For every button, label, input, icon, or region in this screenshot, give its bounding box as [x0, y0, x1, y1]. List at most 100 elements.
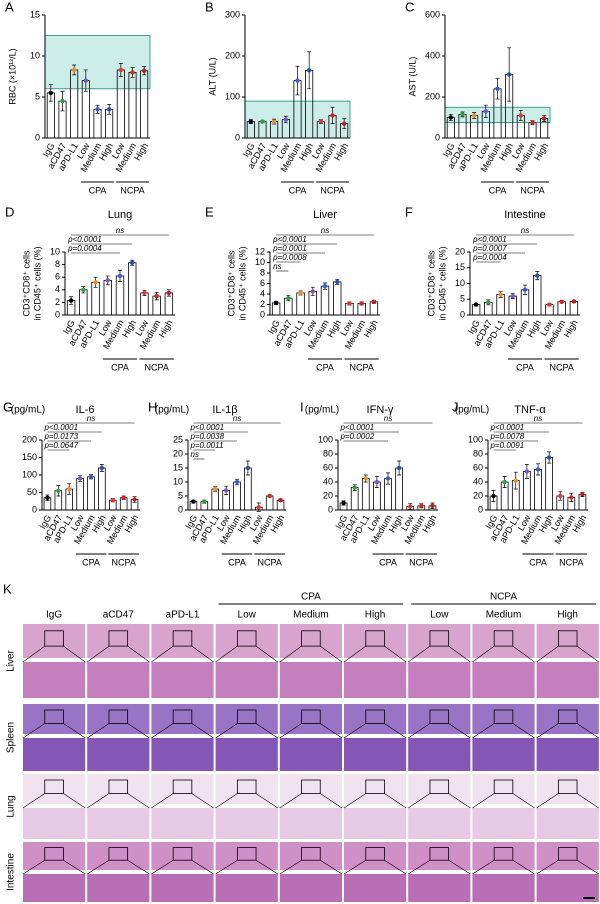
tissue-zoom [151, 808, 214, 839]
p-value: ns [273, 262, 281, 271]
tissue-overview [23, 774, 86, 804]
zoom-connector [279, 645, 343, 663]
tissue-overview [87, 774, 150, 804]
mean-dot [202, 499, 207, 504]
zoom-box [493, 709, 514, 724]
zoom-connector [22, 793, 86, 809]
bar [233, 481, 241, 511]
mean-dot [513, 478, 518, 483]
zoom-connector [87, 793, 150, 809]
zoom-connector [87, 859, 150, 875]
reference-band [244, 100, 351, 139]
mean-dot [335, 279, 340, 285]
mean-dot [223, 488, 229, 493]
mean-dot [483, 109, 489, 114]
zoom-connector [472, 723, 535, 739]
tissue-overview [472, 842, 535, 870]
y-tick-label: 400 [425, 50, 440, 60]
zoom-connector [22, 645, 86, 663]
y-tick-label: 60 [323, 462, 333, 472]
mean-dot [535, 273, 540, 278]
y-tick-label: 100 [22, 469, 37, 479]
mean-dot [83, 78, 89, 83]
zoom-connector [408, 859, 471, 875]
zoom-connector [472, 645, 535, 663]
mean-dot [374, 479, 380, 485]
y-tick-label: 10 [173, 476, 183, 486]
group-label: NCPA [257, 557, 281, 567]
mean-dot [298, 290, 303, 296]
mean-dot [154, 293, 159, 299]
mean-dot [363, 476, 368, 481]
group-label: CPA [301, 592, 321, 603]
column-label: aPD-L1 [166, 610, 200, 621]
bar [79, 289, 88, 316]
tissue-zoom [215, 738, 278, 771]
mean-dot [347, 301, 352, 306]
mean-dot [248, 119, 254, 124]
y-tick-label: 0 [32, 504, 37, 514]
tissue-zoom [151, 738, 214, 771]
mean-dot [93, 280, 98, 285]
mean-dot [286, 296, 291, 301]
zoom-connector [279, 793, 343, 809]
mean-dot [547, 302, 552, 307]
p-value: p<0.0001 [43, 423, 78, 432]
p-value: p=0.0078 [490, 432, 525, 441]
mean-dot [580, 492, 585, 497]
chart-title: IL-6 [76, 404, 95, 416]
zoom-box [301, 779, 321, 794]
y-unit: (pg/mL) [305, 405, 339, 416]
tissue-zoom [23, 874, 86, 902]
mean-dot [385, 476, 391, 481]
zoom-box [44, 709, 64, 724]
p-value: ns [190, 450, 198, 459]
p-value: p=0.0038 [189, 432, 224, 441]
mean-dot [260, 119, 265, 124]
y-tick-label: 0 [35, 132, 40, 142]
zoom-box [44, 847, 64, 861]
bar [533, 275, 542, 316]
zoom-connector [408, 723, 471, 739]
group-label: CPA [228, 557, 246, 567]
mean-dot [448, 115, 454, 120]
p-value: p=0.0007 [472, 244, 507, 253]
zoom-box [172, 779, 193, 794]
tissue-overview [215, 774, 278, 804]
column-label: Medium [486, 610, 522, 621]
tissue-overview [151, 842, 214, 870]
p-value: p=0.0647 [43, 441, 78, 450]
zoom-connector [408, 645, 471, 663]
y-tick-label: 8 [55, 259, 60, 269]
chart-title: IFN-γ [367, 404, 394, 416]
mean-dot [273, 300, 279, 306]
mean-dot [419, 503, 424, 508]
mean-dot [571, 299, 577, 304]
zoom-box [365, 779, 385, 794]
y-axis-label: ALT (U/L) [207, 57, 217, 95]
zoom-connector [151, 859, 214, 875]
tissue-zoom [536, 808, 599, 839]
mean-dot [569, 495, 574, 500]
y-tick-label: 2 [55, 297, 60, 307]
mean-dot [341, 121, 347, 126]
group-label: CPA [529, 557, 547, 567]
zoom-box [493, 779, 514, 794]
mean-dot [396, 465, 402, 471]
bar [103, 279, 112, 316]
mean-dot [142, 290, 147, 296]
y-tick-label: 200 [22, 434, 37, 444]
tissue-overview [536, 774, 599, 804]
tissue-zoom [279, 874, 342, 902]
zoom-box [365, 847, 385, 861]
bar [361, 478, 370, 511]
tissue-overview [344, 704, 407, 734]
tissue-zoom [87, 874, 150, 902]
y-tick-label: 0 [478, 504, 483, 514]
bar [76, 478, 84, 511]
tissue-overview [87, 624, 150, 658]
tissue-overview [472, 704, 535, 734]
zoom-connector [472, 793, 535, 809]
tissue-overview [536, 624, 599, 658]
panel-label: C [405, 0, 414, 14]
